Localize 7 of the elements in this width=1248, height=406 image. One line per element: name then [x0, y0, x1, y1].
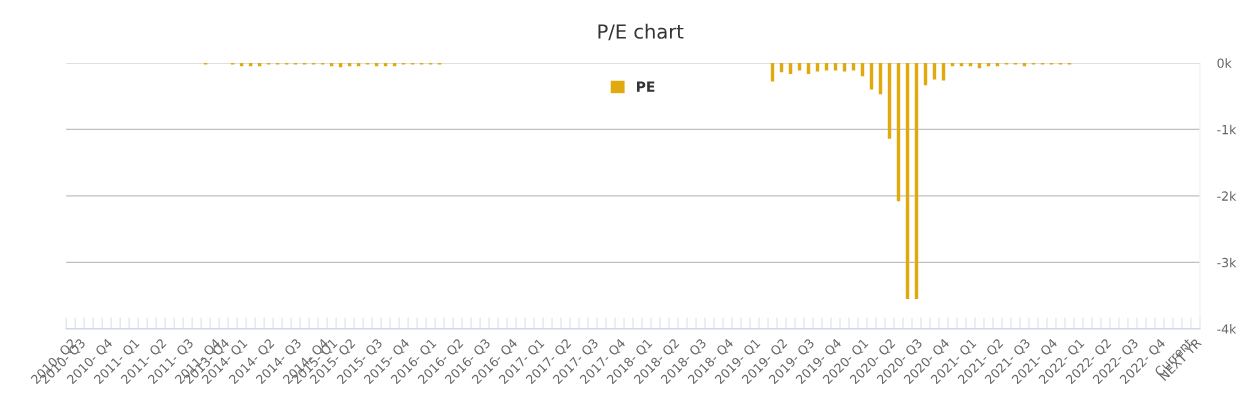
chart-title: P/E chart — [598, 23, 684, 41]
y-tick-label: -3k — [1217, 257, 1237, 268]
y-tick-label: 0k — [1217, 58, 1232, 68]
legend-label: PE — [636, 81, 655, 92]
y-tick-label: -4k — [1217, 324, 1237, 334]
y-tick-label: -1k — [1217, 124, 1237, 135]
y-tick-label: -2k — [1217, 191, 1237, 201]
